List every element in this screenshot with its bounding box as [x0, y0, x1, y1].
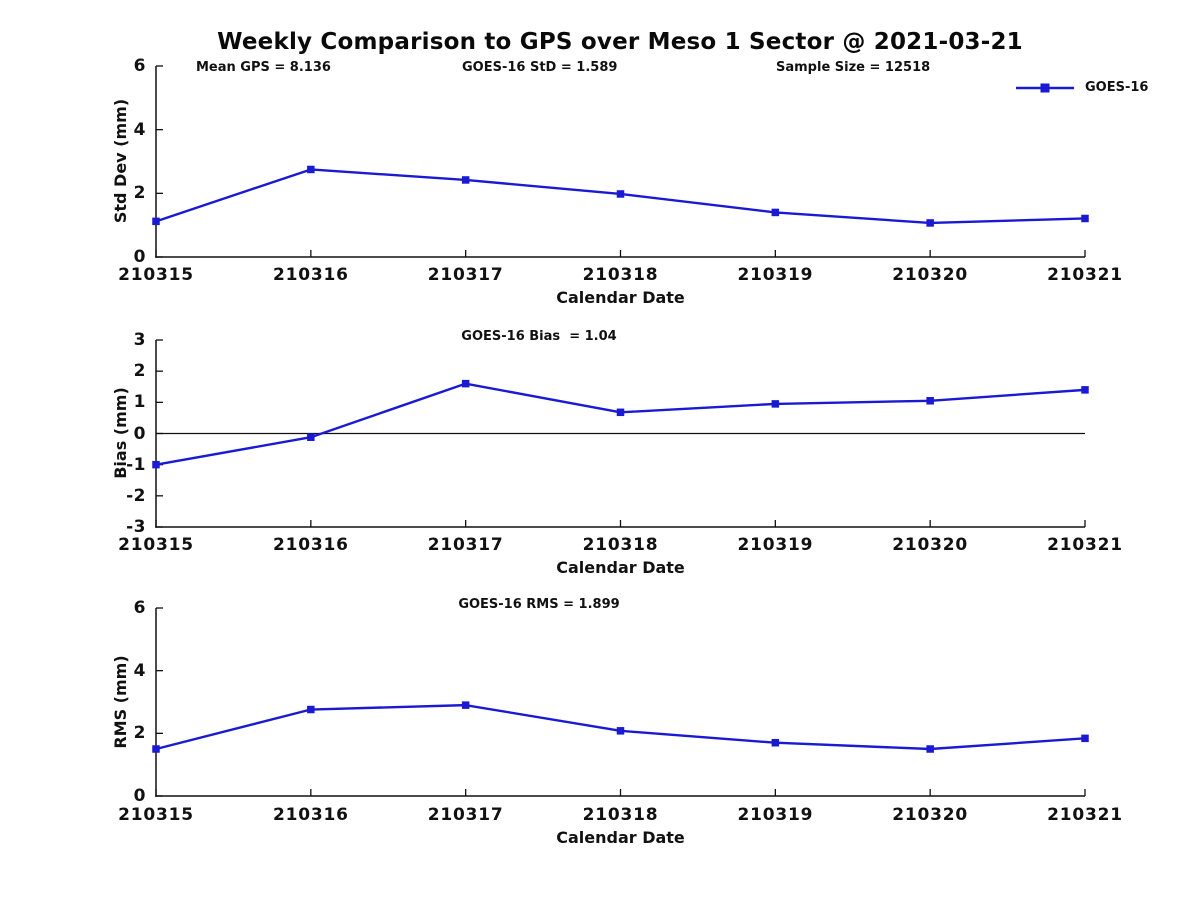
x-tick-label: 210316	[272, 535, 349, 555]
x-tick-label: 210319	[737, 265, 814, 285]
x-tick-label: 210321	[1047, 535, 1123, 555]
x-tick-label: 210317	[427, 265, 504, 285]
x-tick-label: 210320	[892, 265, 969, 285]
data-point-marker	[616, 190, 625, 198]
data-point-marker	[926, 397, 934, 405]
x-tick-label: 210317	[427, 535, 504, 555]
data-point-marker	[307, 705, 315, 714]
annotation-mean-gps: Mean GPS = 8.136	[196, 60, 331, 75]
data-point-marker	[926, 745, 934, 753]
data-point-marker	[461, 701, 470, 709]
annotation-goes16-std: GOES-16 StD = 1.589	[462, 60, 618, 75]
figure-title: Weekly Comparison to GPS over Meso 1 Sec…	[217, 29, 1023, 55]
x-tick-label: 210315	[118, 535, 194, 555]
y-tick-label: 2	[133, 183, 146, 204]
data-point-marker	[1081, 386, 1089, 394]
x-tick-label: 210316	[272, 805, 349, 825]
y-tick-label: 6	[133, 56, 146, 76]
x-tick-label: 210320	[892, 805, 969, 825]
data-point-marker	[616, 408, 625, 417]
data-point-marker	[152, 217, 160, 226]
y-tick-label: 2	[133, 723, 146, 744]
y-tick-label: 0	[133, 247, 146, 267]
x-tick-label: 210320	[892, 535, 969, 555]
data-point-marker	[771, 400, 780, 408]
y-tick-label: 3	[133, 330, 146, 350]
x-tick-label: 210318	[582, 805, 659, 825]
y-tick-label: -3	[126, 517, 146, 537]
y-tick-label: 4	[133, 119, 146, 140]
y-tick-label: -2	[126, 485, 146, 506]
legend-line-sample	[1016, 83, 1074, 92]
x-tick-label: 210315	[118, 805, 194, 825]
y-tick-label: 0	[133, 423, 146, 444]
y-axis-label-std-dev: Std Dev (mm)	[111, 98, 130, 224]
legend-marker-icon	[1040, 83, 1050, 92]
x-axis-label-top: Calendar Date	[556, 288, 685, 307]
data-point-marker	[771, 208, 780, 217]
data-point-marker	[616, 727, 625, 735]
data-point-marker	[152, 460, 160, 469]
x-axis-label-bottom: Calendar Date	[556, 828, 685, 847]
annotation-sample-size: Sample Size = 12518	[776, 60, 931, 75]
x-tick-label: 210321	[1047, 805, 1123, 825]
x-tick-label: 210318	[582, 535, 659, 555]
data-point-marker	[1081, 214, 1089, 223]
x-tick-label: 210315	[118, 265, 194, 285]
x-tick-label: 210317	[427, 805, 504, 825]
data-point-marker	[771, 738, 780, 747]
annotation-goes16-rms: GOES-16 RMS = 1.899	[458, 597, 620, 612]
data-point-marker	[461, 176, 470, 184]
y-tick-label: 6	[133, 598, 146, 618]
data-point-marker	[461, 379, 470, 388]
series-line	[155, 382, 1086, 466]
y-axis-label-rms: RMS (mm)	[111, 655, 130, 749]
legend: GOES-16	[1014, 80, 1148, 95]
y-tick-label: 2	[133, 361, 146, 382]
series-line	[155, 703, 1086, 751]
x-tick-label: 210321	[1047, 265, 1123, 285]
data-point-marker	[307, 165, 315, 174]
x-tick-label: 210319	[737, 535, 814, 555]
data-point-marker	[307, 433, 315, 441]
data-point-marker	[152, 745, 160, 753]
x-tick-label: 210316	[272, 265, 349, 285]
x-axis-label-middle: Calendar Date	[556, 558, 685, 577]
annotation-goes16-bias: GOES-16 Bias = 1.04	[461, 329, 617, 344]
y-tick-label: 4	[133, 660, 146, 681]
x-tick-label: 210319	[737, 805, 814, 825]
data-point-marker	[1081, 734, 1089, 743]
data-point-marker	[926, 219, 934, 227]
y-tick-label: 0	[133, 786, 146, 806]
y-tick-label: 1	[133, 392, 146, 413]
y-tick-label: -1	[126, 454, 146, 475]
x-tick-label: 210318	[582, 265, 659, 285]
legend-label: GOES-16	[1085, 80, 1149, 95]
